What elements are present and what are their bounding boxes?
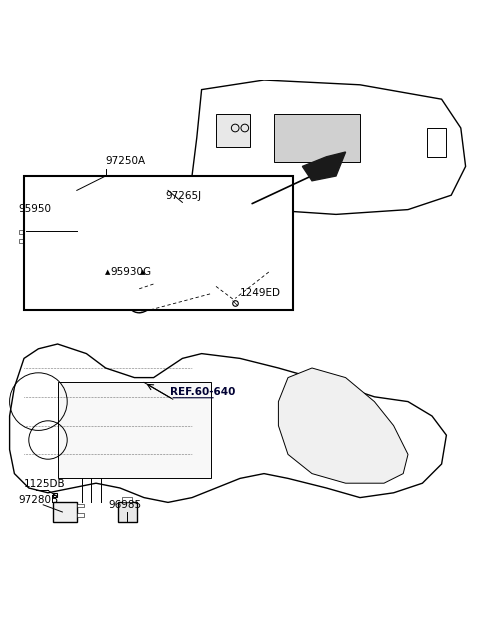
Bar xyxy=(26,228,46,248)
Bar xyxy=(205,200,227,227)
Text: 97250A: 97250A xyxy=(106,156,146,166)
Bar xyxy=(192,252,218,283)
Text: 97280B: 97280B xyxy=(18,495,59,505)
Circle shape xyxy=(170,209,176,215)
Bar xyxy=(176,200,197,227)
Bar xyxy=(274,114,360,161)
Bar xyxy=(427,128,446,157)
Bar xyxy=(156,252,183,283)
Bar xyxy=(227,252,253,283)
Bar xyxy=(77,513,84,517)
Bar xyxy=(19,239,26,243)
Bar xyxy=(118,502,137,522)
PathPatch shape xyxy=(278,368,408,483)
Bar xyxy=(58,382,211,478)
Text: 97265J: 97265J xyxy=(166,191,202,201)
Text: 95950: 95950 xyxy=(18,204,51,214)
Text: 96985: 96985 xyxy=(108,500,141,509)
Text: 95930G: 95930G xyxy=(110,267,152,276)
Circle shape xyxy=(127,289,151,313)
Text: ▲: ▲ xyxy=(105,269,111,275)
Bar xyxy=(86,252,113,283)
Text: 1249ED: 1249ED xyxy=(240,289,281,298)
Bar xyxy=(122,497,132,502)
Circle shape xyxy=(132,209,137,215)
Bar xyxy=(53,502,77,522)
Bar xyxy=(24,176,293,310)
PathPatch shape xyxy=(10,344,446,502)
Polygon shape xyxy=(302,152,346,180)
Bar xyxy=(19,230,26,234)
Bar xyxy=(116,200,138,227)
PathPatch shape xyxy=(192,80,466,214)
PathPatch shape xyxy=(216,113,250,147)
Bar xyxy=(86,200,108,227)
Bar xyxy=(235,200,257,227)
Circle shape xyxy=(133,295,145,307)
Bar xyxy=(77,239,269,287)
Text: REF.60-640: REF.60-640 xyxy=(170,387,236,397)
Circle shape xyxy=(208,209,214,215)
FancyArrow shape xyxy=(133,290,137,301)
Bar xyxy=(77,504,84,507)
Text: ▲: ▲ xyxy=(140,269,146,275)
Bar xyxy=(77,190,269,238)
Circle shape xyxy=(93,209,99,215)
Text: 1125DB: 1125DB xyxy=(24,479,66,490)
Bar xyxy=(146,200,168,227)
Bar xyxy=(121,252,148,283)
